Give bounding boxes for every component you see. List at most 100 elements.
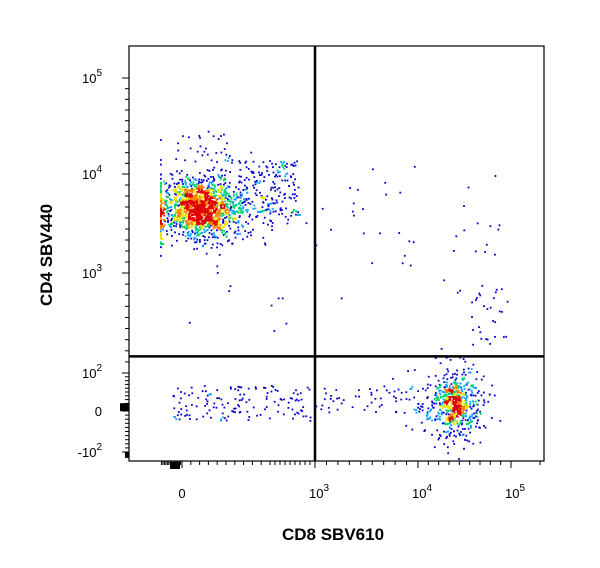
event-dot bbox=[448, 435, 451, 437]
event-dot bbox=[413, 408, 416, 411]
event-dot bbox=[185, 194, 188, 196]
event-dot bbox=[186, 202, 188, 205]
event-dot bbox=[329, 398, 332, 400]
event-dot bbox=[471, 413, 474, 416]
event-dot bbox=[449, 422, 451, 424]
event-dot bbox=[376, 389, 378, 392]
event-dot bbox=[467, 367, 470, 370]
event-dot bbox=[160, 159, 162, 161]
event-dot bbox=[185, 405, 188, 408]
event-dot bbox=[210, 159, 213, 162]
event-dot bbox=[179, 178, 182, 181]
event-dot bbox=[220, 204, 222, 206]
event-dot bbox=[187, 206, 190, 209]
event-dot bbox=[325, 392, 327, 395]
event-dot bbox=[223, 406, 226, 409]
event-dot bbox=[465, 423, 468, 426]
event-dot bbox=[295, 195, 298, 197]
event-dot bbox=[200, 184, 203, 187]
event-dot bbox=[185, 188, 188, 191]
event-dot bbox=[453, 419, 456, 422]
event-dot bbox=[470, 393, 472, 396]
event-dot bbox=[443, 430, 445, 433]
event-dot bbox=[240, 193, 243, 196]
event-dot bbox=[212, 190, 215, 193]
event-dot bbox=[271, 225, 273, 228]
event-dot bbox=[199, 185, 202, 188]
event-dot bbox=[206, 179, 208, 182]
event-dot bbox=[282, 166, 284, 169]
event-dot bbox=[492, 297, 495, 300]
event-dot bbox=[211, 233, 213, 236]
event-dot bbox=[214, 185, 216, 188]
event-dot bbox=[442, 411, 445, 414]
event-dot bbox=[238, 160, 241, 162]
event-dot bbox=[244, 204, 247, 206]
event-dot bbox=[190, 233, 192, 235]
event-dot bbox=[453, 443, 456, 445]
event-dot bbox=[215, 229, 218, 232]
event-dot bbox=[201, 231, 204, 234]
event-dot bbox=[445, 401, 448, 404]
event-dot bbox=[196, 223, 199, 226]
event-dot bbox=[417, 406, 420, 409]
event-dot bbox=[270, 220, 272, 222]
event-dot bbox=[232, 209, 234, 212]
event-dot bbox=[392, 377, 394, 380]
event-dot bbox=[178, 224, 181, 227]
event-dot bbox=[211, 221, 213, 223]
event-dot bbox=[218, 175, 220, 178]
event-dot bbox=[213, 206, 216, 209]
event-dot bbox=[188, 321, 191, 324]
event-dot bbox=[202, 214, 205, 216]
event-dot bbox=[190, 237, 193, 240]
event-dot bbox=[465, 409, 468, 412]
event-dot bbox=[461, 405, 464, 408]
event-dot bbox=[449, 420, 451, 423]
event-dot bbox=[272, 386, 275, 388]
event-dot bbox=[221, 188, 223, 191]
event-dot bbox=[285, 207, 287, 210]
event-dot bbox=[226, 235, 228, 238]
event-dot bbox=[403, 254, 406, 257]
event-dot bbox=[196, 234, 198, 237]
event-dot bbox=[503, 336, 505, 338]
event-dot bbox=[459, 398, 461, 400]
event-dot bbox=[188, 234, 191, 237]
event-dot bbox=[433, 402, 435, 405]
event-dot bbox=[196, 198, 199, 201]
event-dot bbox=[248, 416, 251, 418]
event-dot bbox=[166, 210, 169, 213]
event-dot bbox=[229, 200, 231, 203]
event-dot bbox=[269, 210, 272, 213]
event-dot bbox=[297, 186, 300, 189]
event-dot bbox=[450, 393, 453, 395]
event-dot bbox=[426, 417, 429, 420]
event-dot bbox=[199, 232, 202, 235]
event-dot bbox=[184, 159, 186, 162]
event-dot bbox=[201, 215, 204, 218]
event-dot bbox=[244, 184, 246, 187]
event-dot bbox=[292, 392, 295, 395]
event-dot bbox=[190, 210, 193, 213]
event-dot bbox=[470, 407, 473, 410]
event-dot bbox=[269, 160, 271, 162]
event-dot bbox=[475, 387, 477, 389]
event-dot bbox=[196, 221, 199, 224]
event-dot bbox=[199, 209, 202, 211]
event-dot bbox=[188, 206, 191, 209]
event-dot bbox=[160, 204, 162, 207]
event-dot bbox=[199, 215, 202, 218]
event-dot bbox=[160, 246, 162, 249]
event-dot bbox=[242, 210, 245, 213]
event-dot bbox=[214, 218, 217, 220]
event-dot bbox=[225, 208, 227, 211]
event-dot bbox=[284, 179, 286, 182]
event-dot bbox=[291, 397, 294, 400]
event-dot bbox=[297, 412, 300, 415]
event-dot bbox=[185, 240, 188, 242]
event-dot bbox=[202, 179, 205, 182]
event-dot bbox=[197, 186, 200, 189]
event-dot bbox=[207, 190, 210, 193]
event-dot bbox=[254, 207, 257, 210]
